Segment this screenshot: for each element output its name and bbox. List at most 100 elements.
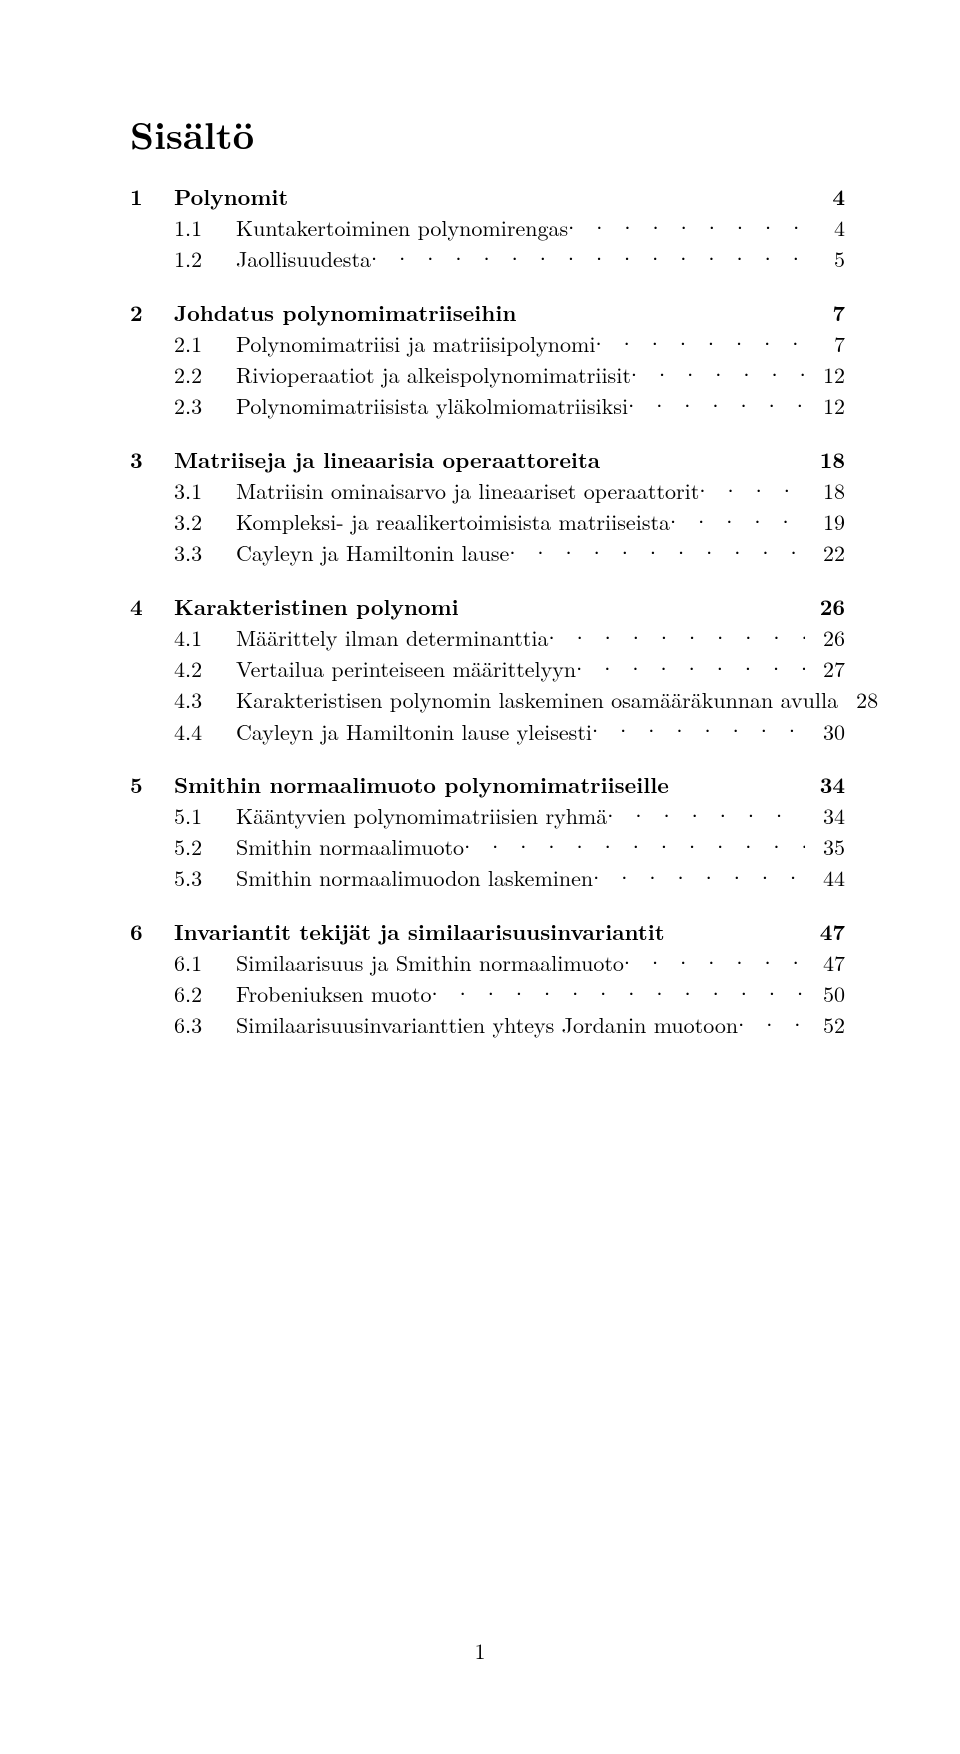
toc-subsection-page: 26	[805, 622, 845, 653]
toc-section-page: 26	[799, 591, 845, 622]
toc-subsection-title: Rivioperaatiot ja alkeispolynomimatriisi…	[236, 359, 631, 390]
toc-subsection-page: 12	[805, 359, 845, 390]
toc-leaders	[699, 477, 805, 499]
toc-subsection: 4.4Cayleyn ja Hamiltonin lause yleisesti…	[130, 716, 845, 747]
toc-subsection: 5.3Smithin normaalimuodon laskeminen44	[130, 862, 845, 893]
toc-subsection-title: Määrittely ilman determinanttia	[236, 622, 548, 653]
toc-section-num: 2	[130, 297, 174, 328]
toc-subsection-title: Polynomimatriisista yläkolmiomatriisiksi	[236, 390, 628, 421]
toc-leaders	[509, 539, 805, 561]
toc-subsection-num: 5.2	[130, 831, 236, 862]
toc-leaders	[592, 718, 805, 740]
toc-subsection-page: 7	[805, 328, 845, 359]
toc-subsection-num: 6.3	[130, 1009, 236, 1040]
toc-subsection-page: 47	[805, 947, 845, 978]
toc-subsection-title: Frobeniuksen muoto	[236, 978, 431, 1009]
toc-leaders	[459, 593, 799, 615]
toc-subsection-num: 6.1	[130, 947, 236, 978]
toc-section-num: 3	[130, 444, 174, 475]
toc-subsection-page: 52	[805, 1009, 845, 1040]
toc-subsection: 6.2Frobeniuksen muoto50	[130, 978, 845, 1009]
toc-section-page: 47	[799, 916, 845, 947]
toc-section-page: 4	[799, 181, 845, 212]
toc-subsection: 3.2Kompleksi- ja reaalikertoimisista mat…	[130, 506, 845, 537]
toc-subsection-title: Similaarisuusinvarianttien yhteys Jordan…	[236, 1009, 738, 1040]
toc-leaders	[600, 446, 799, 468]
toc-leaders	[669, 771, 799, 793]
toc-leaders	[576, 655, 805, 677]
toc-subsection: 1.1Kuntakertoiminen polynomirengas4	[130, 212, 845, 243]
toc-section: 1Polynomit 4	[130, 181, 845, 212]
toc-subsection-page: 27	[805, 653, 845, 684]
toc-section-title: Johdatus polynomimatriiseihin	[174, 297, 516, 328]
toc-leaders	[595, 330, 805, 352]
toc-leaders	[568, 214, 805, 236]
toc-subsection: 4.3Karakteristisen polynomin laskeminen …	[130, 684, 845, 715]
toc-title: Sisältö	[130, 108, 845, 161]
toc-section-num: 6	[130, 916, 174, 947]
toc-leaders	[288, 183, 799, 205]
toc-subsection-num: 1.2	[130, 243, 236, 274]
toc-subsection: 2.3Polynomimatriisista yläkolmiomatriisi…	[130, 390, 845, 421]
toc-subsection-title: Polynomimatriisi ja matriisipolynomi	[236, 328, 595, 359]
toc-section-title: Karakteristinen polynomi	[174, 591, 459, 622]
toc-subsection-title: Kompleksi- ja reaalikertoimisista matrii…	[236, 506, 670, 537]
toc-section-num: 5	[130, 769, 174, 800]
toc-section-page: 34	[799, 769, 845, 800]
toc-section-title: Smithin normaalimuoto polynomimatriiseil…	[174, 769, 669, 800]
toc-subsection-num: 3.2	[130, 506, 236, 537]
toc-subsection: 2.1Polynomimatriisi ja matriisipolynomi 7	[130, 328, 845, 359]
toc-leaders	[516, 299, 799, 321]
toc-subsection-num: 3.1	[130, 475, 236, 506]
table-of-contents: 1Polynomit 41.1Kuntakertoiminen polynomir…	[130, 181, 845, 1041]
toc-subsection-num: 5.1	[130, 800, 236, 831]
toc-leaders	[548, 624, 805, 646]
page: Sisältö 1Polynomit41.1Kuntakertoiminen p…	[0, 0, 960, 1754]
toc-subsection: 4.1Määrittely ilman determinanttia 26	[130, 622, 845, 653]
toc-leaders	[738, 1011, 805, 1033]
toc-section-page: 18	[799, 444, 845, 475]
toc-leaders	[665, 918, 799, 940]
toc-subsection-num: 2.3	[130, 390, 236, 421]
toc-subsection-title: Smithin normaalimuoto	[236, 831, 464, 862]
toc-leaders	[628, 392, 805, 414]
toc-subsection-page: 30	[805, 716, 845, 747]
toc-subsection: 3.1Matriisin ominaisarvo ja lineaariset …	[130, 475, 845, 506]
toc-subsection-num: 2.1	[130, 328, 236, 359]
toc-subsection-title: Cayleyn ja Hamiltonin lause yleisesti	[236, 716, 592, 747]
toc-leaders	[670, 508, 805, 530]
toc-section: 5Smithin normaalimuoto polynomimatriisei…	[130, 769, 845, 800]
toc-subsection-page: 28	[838, 684, 878, 715]
toc-subsection-title: Cayleyn ja Hamiltonin lause	[236, 537, 509, 568]
toc-subsection-num: 4.1	[130, 622, 236, 653]
toc-subsection-num: 2.2	[130, 359, 236, 390]
toc-leaders	[631, 361, 805, 383]
toc-subsection-title: Kääntyvien polynomimatriisien ryhmä	[236, 800, 607, 831]
toc-subsection: 3.3Cayleyn ja Hamiltonin lause22	[130, 537, 845, 568]
toc-subsection-title: Similaarisuus ja Smithin normaalimuoto	[236, 947, 624, 978]
toc-subsection-num: 4.3	[130, 684, 236, 715]
toc-section-title: Matriiseja ja lineaarisia operaattoreita	[174, 444, 600, 475]
toc-subsection: 1.2Jaollisuudesta5	[130, 243, 845, 274]
toc-subsection-num: 5.3	[130, 862, 236, 893]
toc-leaders	[593, 864, 805, 886]
page-number: 1	[0, 1635, 960, 1666]
toc-section-title: Polynomit	[174, 181, 288, 212]
toc-subsection-page: 22	[805, 537, 845, 568]
toc-subsection: 5.2Smithin normaalimuoto35	[130, 831, 845, 862]
toc-subsection-page: 4	[805, 212, 845, 243]
toc-section: 4Karakteristinen polynomi26	[130, 591, 845, 622]
toc-section-num: 1	[130, 181, 174, 212]
toc-subsection-title: Karakteristisen polynomin laskeminen osa…	[236, 684, 838, 715]
toc-subsection-num: 4.2	[130, 653, 236, 684]
toc-subsection: 4.2Vertailua perinteiseen määrittelyyn27	[130, 653, 845, 684]
toc-subsection-page: 34	[805, 800, 845, 831]
toc-subsection-num: 4.4	[130, 716, 236, 747]
toc-subsection-page: 50	[805, 978, 845, 1009]
toc-subsection-page: 12	[805, 390, 845, 421]
toc-subsection-title: Smithin normaalimuodon laskeminen	[236, 862, 593, 893]
toc-subsection-title: Matriisin ominaisarvo ja lineaariset ope…	[236, 475, 699, 506]
toc-subsection: 6.1Similaarisuus ja Smithin normaalimuot…	[130, 947, 845, 978]
toc-subsection-page: 18	[805, 475, 845, 506]
toc-leaders	[371, 245, 805, 267]
